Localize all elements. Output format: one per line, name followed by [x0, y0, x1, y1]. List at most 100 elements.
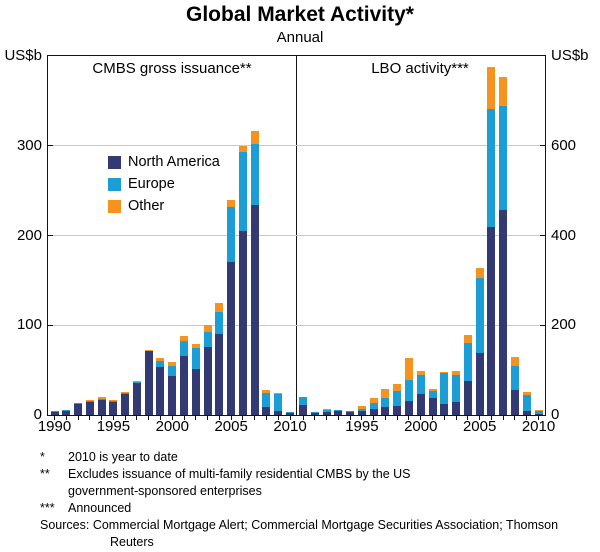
sources-label: Sources: [40, 518, 90, 532]
bar-2008-north-america [262, 406, 271, 415]
bar-1991-europe [62, 409, 71, 411]
bar-2007-north-america [250, 205, 259, 415]
left-axis-unit: US$b [4, 47, 42, 64]
bar-1998-europe [393, 390, 402, 406]
x-tick-mark [218, 416, 220, 420]
bar-2007-other [250, 130, 259, 144]
bar-2007-europe [250, 143, 259, 205]
bar-2010-europe [534, 410, 543, 414]
bar-2005-other [227, 199, 236, 207]
x-axis-label: 1990 [37, 418, 72, 435]
bar-2004-europe [215, 311, 224, 335]
bar-1995-north-america [109, 401, 118, 415]
bar-1996-europe [121, 392, 130, 394]
bar-2010-north-america [534, 413, 543, 415]
bar-1998-europe [144, 350, 153, 352]
x-tick-mark [526, 416, 528, 420]
x-tick-mark [337, 416, 339, 420]
x-tick-mark [314, 416, 316, 420]
other-swatch [108, 199, 121, 213]
x-axis-label: 2010 [521, 418, 556, 435]
bar-1998-other [144, 349, 153, 351]
y-tick-mark [48, 235, 53, 236]
x-axis-label: 2010 [273, 418, 307, 435]
x-tick-mark [77, 416, 79, 420]
bar-2001-other [180, 336, 189, 342]
x-tick-mark [124, 416, 126, 420]
panel-title-lbo: LBO activity*** [371, 60, 469, 77]
bar-2008-other [510, 356, 519, 366]
y-axis-label: 400 [551, 226, 577, 244]
legend: North America Europe Other [108, 151, 220, 217]
bar-2005-north-america [227, 262, 236, 415]
footnote-marker: ** [40, 467, 50, 481]
bar-1995-europe [109, 400, 118, 402]
bar-2007-europe [499, 105, 508, 211]
y-axis-label: 0 [551, 406, 560, 423]
bar-1997-europe [132, 381, 141, 383]
footnote-text: Excludes issuance of multi-family reside… [68, 467, 411, 498]
bar-1994-north-america [97, 399, 106, 415]
bar-1992-europe [322, 409, 331, 413]
bar-2009-europe [522, 395, 531, 412]
bar-2000-north-america [168, 375, 177, 415]
bar-2005-europe [227, 206, 236, 263]
bar-1997-north-america [132, 382, 141, 415]
bar-2008-other [262, 389, 271, 394]
bar-1995-other [357, 405, 366, 409]
bar-2007-north-america [499, 210, 508, 415]
bar-1990-north-america [299, 405, 307, 415]
x-tick-mark [455, 416, 457, 420]
x-tick-mark [112, 416, 114, 420]
bar-2004-other [463, 335, 472, 344]
x-axis-label: 1995 [96, 418, 131, 435]
bar-2009-north-america [274, 411, 283, 415]
bar-2009-north-america [522, 411, 531, 415]
x-tick-mark [538, 416, 539, 420]
x-axis-label: 2000 [155, 418, 189, 435]
x-tick-mark [265, 416, 267, 420]
x-tick-mark [148, 416, 150, 420]
bar-1998-north-america [144, 351, 153, 415]
footnote-text: 2010 is year to date [68, 450, 178, 464]
bar-1991-north-america [310, 412, 319, 415]
y-tick-mark [540, 235, 545, 236]
bar-2002-other [440, 372, 449, 374]
bar-1995-north-america [357, 411, 366, 415]
gridline [48, 145, 545, 147]
footnotes: * 2010 is year to date ** Excludes issua… [40, 449, 590, 551]
y-tick-mark [540, 145, 545, 147]
bar-2002-europe [440, 373, 449, 404]
bar-2006-other [238, 145, 247, 153]
x-tick-mark [384, 416, 386, 420]
bar-1997-other [132, 380, 141, 382]
right-axis-unit: US$b [551, 47, 589, 64]
bar-2001-europe [428, 390, 437, 398]
x-tick-mark [183, 416, 185, 420]
bar-2000-north-america [416, 393, 425, 415]
bar-1992-north-america [322, 412, 331, 415]
bar-1994-other [97, 397, 106, 399]
y-axis-label: 600 [551, 136, 577, 154]
bar-2004-other [215, 302, 224, 312]
bar-1998-other [393, 383, 402, 391]
footnote: ** Excludes issuance of multi-family res… [40, 466, 590, 500]
bar-2010-north-america [286, 413, 294, 415]
x-tick-mark [479, 416, 481, 420]
x-tick-mark [349, 416, 351, 420]
bar-2002-other [191, 344, 200, 348]
footnote-marker: * [40, 450, 45, 464]
x-tick-mark [502, 416, 504, 420]
footnote-marker: *** [40, 501, 55, 515]
chart-title: Global Market Activity* [186, 3, 414, 26]
bar-2006-north-america [238, 231, 247, 415]
bar-2006-other [487, 67, 496, 109]
bar-1999-europe [156, 361, 165, 368]
bar-1997-europe [381, 397, 390, 407]
bar-2001-north-america [180, 355, 189, 415]
bar-2007-other [499, 77, 508, 106]
bar-1997-north-america [381, 406, 390, 415]
x-tick-mark [54, 416, 55, 420]
x-tick-mark [254, 416, 256, 420]
